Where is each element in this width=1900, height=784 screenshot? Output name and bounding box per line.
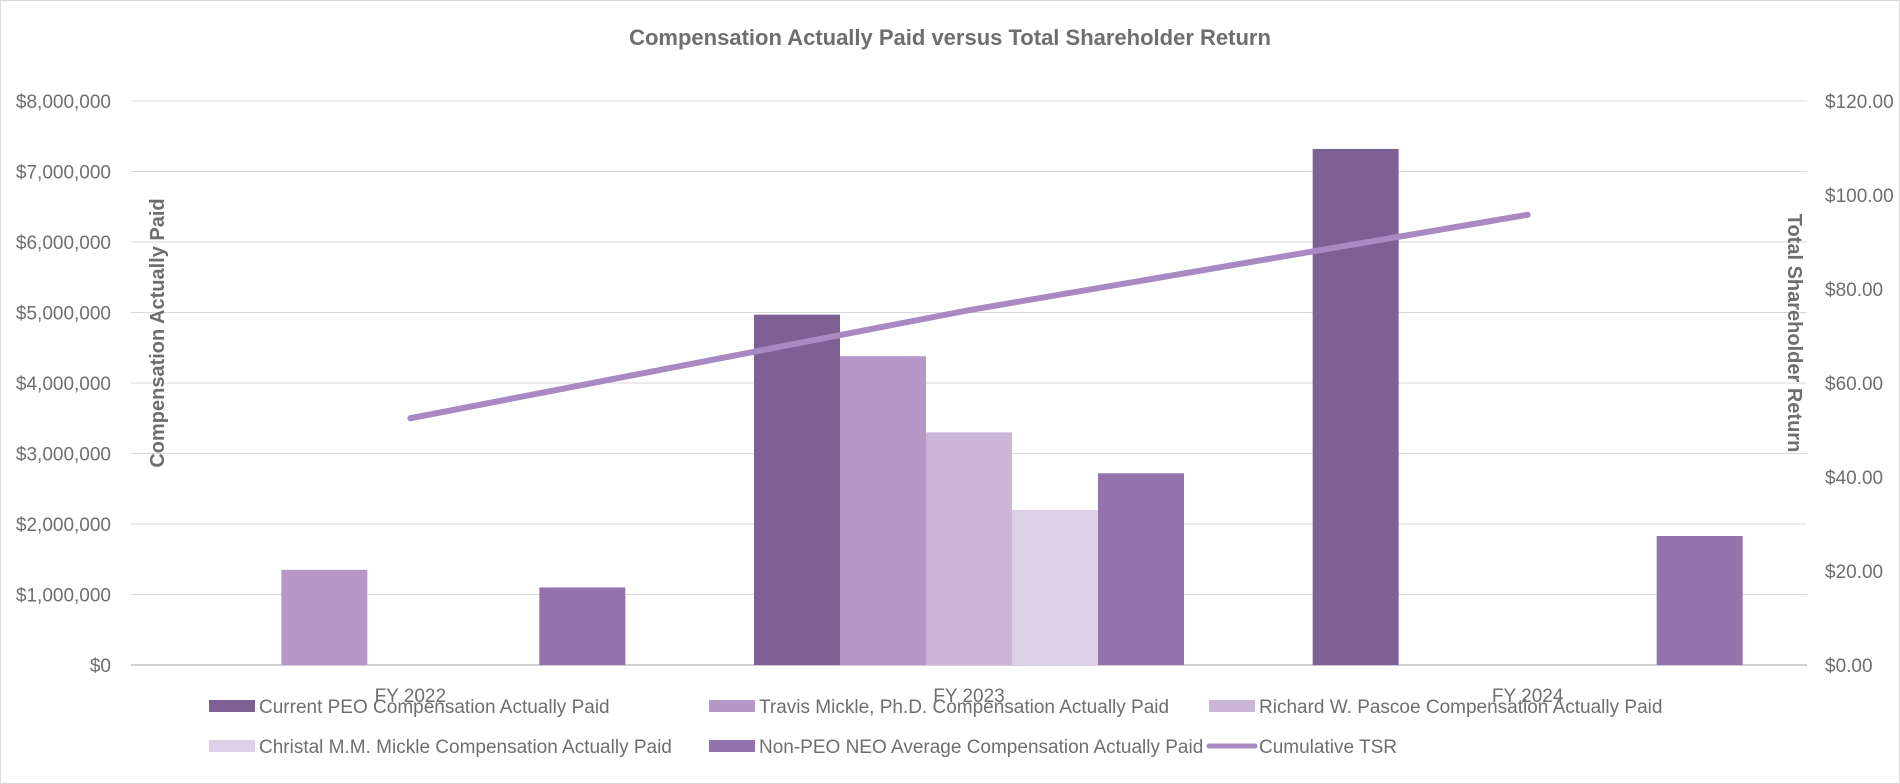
- left-tick-label: $2,000,000: [16, 515, 111, 536]
- right-tick-label: $100.00: [1825, 186, 1894, 207]
- left-tick-label: $6,000,000: [16, 233, 111, 254]
- right-axis-ticks: $0.00 $20.00 $40.00 $60.00 $80.00 $100.00 $120…: [1825, 92, 1894, 677]
- legend-label-4: Christal M.M. Mickle Compensation Actual…: [259, 737, 672, 758]
- x-tick-label: FY 2024: [1492, 686, 1564, 707]
- legend-swatch-1: [209, 700, 255, 712]
- legend-swatch-2: [709, 700, 755, 712]
- bar-1-2: [754, 314, 840, 665]
- right-tick-label: $0.00: [1825, 656, 1873, 677]
- right-tick-label: $120.00: [1825, 92, 1894, 113]
- tsr-line-series: [407, 211, 1531, 422]
- bar-series: [281, 148, 1743, 665]
- legend-label-1: Current PEO Compensation Actually Paid: [259, 697, 610, 718]
- left-tick-label: $3,000,000: [16, 445, 111, 466]
- left-tick-label: $7,000,000: [16, 163, 111, 184]
- left-tick-label: $5,000,000: [16, 304, 111, 325]
- bar-5-3: [1656, 535, 1743, 665]
- legend-swatch-5: [709, 740, 755, 752]
- left-tick-label: $0: [90, 656, 111, 677]
- legend-label-2: Travis Mickle, Ph.D. Compensation Actual…: [759, 697, 1169, 718]
- x-tick-label: FY 2022: [375, 686, 446, 707]
- legend-label-5: Non-PEO NEO Average Compensation Actuall…: [759, 737, 1203, 758]
- legend: Current PEO Compensation Actually Paid Tr…: [209, 697, 1662, 758]
- right-tick-label: $80.00: [1825, 280, 1883, 301]
- bar-4-2: [1012, 509, 1098, 665]
- legend-swatch-4: [209, 740, 255, 752]
- chart-title: Compensation Actually Paid versus Total …: [629, 25, 1271, 50]
- bar-2-1: [281, 569, 368, 665]
- left-axis-title: Compensation Actually Paid: [147, 198, 169, 467]
- right-tick-label: $60.00: [1825, 374, 1883, 395]
- bar-5-1: [539, 587, 626, 665]
- bar-1-3: [1312, 148, 1399, 665]
- left-axis-ticks: $0 $1,000,000 $2,000,000 $3,000,000 $4,000,0…: [16, 92, 111, 677]
- bar-2-2: [840, 356, 926, 665]
- legend-label-6: Cumulative TSR: [1259, 737, 1397, 758]
- bar-5-2: [1098, 473, 1184, 665]
- right-axis-title: Total Shareholder Return: [1783, 214, 1805, 453]
- left-tick-label: $4,000,000: [16, 374, 111, 395]
- right-tick-label: $20.00: [1825, 562, 1883, 583]
- legend-label-3: Richard W. Pascoe Compensation Actually …: [1259, 697, 1662, 718]
- left-tick-label: $8,000,000: [16, 92, 111, 113]
- right-tick-label: $40.00: [1825, 468, 1883, 489]
- legend-swatch-3: [1209, 700, 1255, 712]
- tsr-line: [407, 211, 1531, 422]
- left-tick-label: $1,000,000: [16, 586, 111, 607]
- bar-3-2: [926, 432, 1012, 665]
- x-axis-ticks: FY 2022 FY 2023 FY 2024: [375, 686, 1564, 707]
- x-tick-label: FY 2023: [933, 686, 1004, 707]
